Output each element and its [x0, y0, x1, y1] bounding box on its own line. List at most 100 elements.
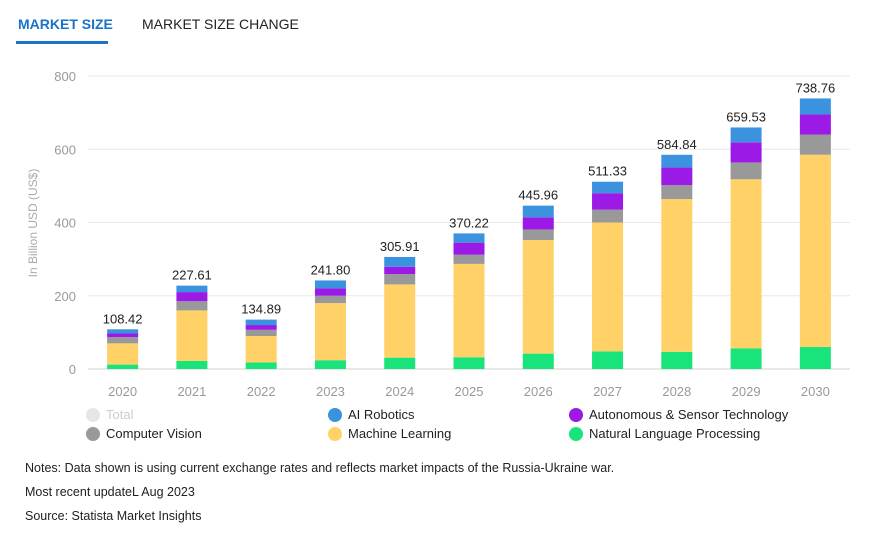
bar-segment: [661, 154, 693, 168]
legend-machine-learning-label: Machine Learning: [348, 426, 452, 441]
legend-ai-robotics-label: AI Robotics: [348, 407, 415, 422]
x-tick-label: 2029: [732, 384, 761, 399]
bar-segment: [384, 266, 416, 275]
data-label: 134.89: [241, 302, 281, 317]
bar-segment: [730, 348, 762, 369]
bar-segment: [176, 360, 208, 369]
legend-ai-robotics-swatch: [328, 408, 342, 422]
bar-segment: [730, 162, 762, 180]
chart-legend: Total AI Robotics Autonomous & Sensor Te…: [0, 404, 869, 446]
bar-segment: [730, 142, 762, 163]
legend-computer-vision-label: Computer Vision: [106, 426, 202, 441]
bar-segment: [592, 209, 624, 223]
bar-segment: [522, 240, 554, 354]
bar-segment: [799, 114, 831, 135]
x-tick-label: 2030: [801, 384, 830, 399]
legend-machine-learning-swatch: [328, 427, 342, 441]
data-label: 659.53: [726, 109, 766, 124]
bar-segment: [453, 263, 485, 358]
bar-segment: [522, 229, 554, 241]
bar-segment: [592, 193, 624, 210]
source-text: Source: Statista Market Insights: [25, 509, 202, 523]
y-tick-label: 600: [54, 142, 76, 157]
active-tab-indicator: [16, 41, 108, 44]
bar-segment: [245, 336, 277, 363]
bar-segment: [453, 233, 485, 243]
bar-segment: [592, 351, 624, 369]
bar-segment: [522, 205, 554, 218]
legend-autonomous-swatch: [569, 408, 583, 422]
bar-segment: [384, 274, 416, 285]
x-tick-label: 2020: [108, 384, 137, 399]
chart-notes: Notes: Data shown is using current excha…: [25, 456, 614, 528]
legend-autonomous-label: Autonomous & Sensor Technology: [589, 407, 789, 422]
bar-segment: [245, 325, 277, 330]
y-tick-label: 800: [54, 69, 76, 84]
y-axis-label: In Billion USD (US$): [26, 169, 40, 278]
bar-segment: [314, 288, 346, 296]
data-label: 370.22: [449, 215, 489, 230]
bar-segment: [730, 127, 762, 143]
legend-total-swatch: [86, 408, 100, 422]
bar-segment: [107, 364, 139, 369]
legend-nlp-label: Natural Language Processing: [589, 426, 761, 441]
bar-segment: [107, 343, 139, 365]
bar-segment: [799, 347, 831, 369]
bar-segment: [314, 360, 346, 369]
x-tick-label: 2026: [524, 384, 553, 399]
bar-segment: [661, 351, 693, 369]
data-label: 227.61: [172, 268, 212, 283]
bar-segment: [592, 181, 624, 194]
data-label: 584.84: [657, 137, 697, 152]
data-label: 108.42: [103, 311, 143, 326]
data-label: 241.80: [311, 262, 351, 277]
y-tick-label: 0: [69, 362, 76, 377]
data-label: 445.96: [518, 188, 558, 203]
bar-segment: [799, 98, 831, 115]
bar-segment: [522, 217, 554, 230]
bar-segment: [314, 303, 346, 361]
bar-segment: [453, 242, 485, 255]
data-label: 511.33: [588, 164, 627, 179]
bar-segment: [661, 185, 693, 200]
bar-segment: [384, 256, 416, 267]
bar-segment: [107, 333, 139, 338]
bar-segment: [314, 295, 346, 304]
x-tick-label: 2028: [662, 384, 691, 399]
bar-segment: [730, 179, 762, 349]
legend-total-label: Total: [106, 407, 134, 422]
bar-segment: [245, 319, 277, 326]
bar-segment: [107, 337, 139, 344]
bar-segment: [799, 154, 831, 348]
bar-segment: [384, 357, 416, 369]
legend-computer-vision-swatch: [86, 427, 100, 441]
legend-nlp-swatch: [569, 427, 583, 441]
bar-segment: [176, 292, 208, 302]
tab-market-size[interactable]: MARKET SIZE: [18, 16, 113, 32]
x-tick-label: 2027: [593, 384, 622, 399]
notes-text: Notes: Data shown is using current excha…: [25, 461, 615, 475]
x-tick-label: 2025: [455, 384, 484, 399]
bar-segment: [384, 284, 416, 358]
x-tick-label: 2021: [177, 384, 206, 399]
data-label: 738.76: [795, 80, 835, 95]
bar-segment: [799, 134, 831, 155]
bar-segment: [661, 199, 693, 352]
update-text: Most recent updateL Aug 2023: [25, 485, 195, 499]
bar-segment: [522, 353, 554, 369]
bar-segment: [245, 329, 277, 337]
bar-segment: [661, 167, 693, 186]
bar-segment: [176, 310, 208, 361]
bar-segment: [176, 285, 208, 293]
x-tick-label: 2023: [316, 384, 345, 399]
tab-market-size-change[interactable]: MARKET SIZE CHANGE: [142, 16, 299, 32]
bar-segment: [245, 362, 277, 369]
x-tick-label: 2022: [247, 384, 276, 399]
bar-segment: [592, 222, 624, 352]
bar-segment: [453, 254, 485, 264]
y-tick-label: 200: [54, 289, 76, 304]
x-tick-label: 2024: [385, 384, 414, 399]
tab-bar: MARKET SIZE MARKET SIZE CHANGE: [0, 0, 869, 50]
bar-segment: [176, 301, 208, 311]
bar-segment: [314, 280, 346, 289]
